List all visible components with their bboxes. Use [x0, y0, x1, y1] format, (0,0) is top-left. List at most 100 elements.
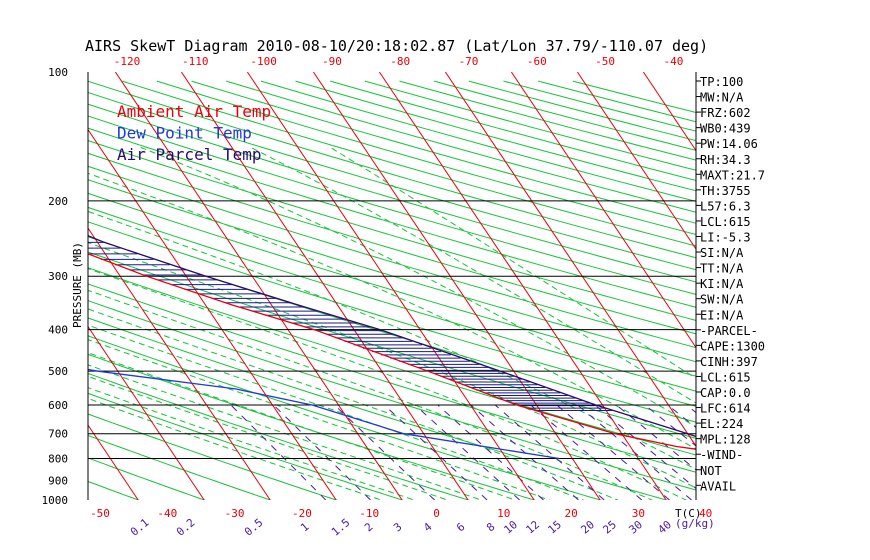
moist-adiabat-line: [250, 146, 696, 404]
mixing-ratio-label: 3: [391, 520, 404, 534]
dry-adiabat-line: [88, 165, 696, 349]
isotherm-line: [378, 72, 667, 500]
air-parcel-temp-line: [88, 234, 696, 438]
isotherm-line: [88, 227, 271, 500]
temp-unit-label: T(C): [675, 507, 702, 520]
dry-adiabat-line: [88, 267, 696, 456]
index-value: WB0:439: [700, 122, 751, 136]
mixing-ratio-line: [644, 404, 696, 447]
isotherm-line: [180, 72, 469, 500]
mixing-ratio-line: [437, 404, 544, 500]
pressure-tick-label: 400: [48, 324, 68, 337]
index-value: MPL:128: [700, 433, 751, 447]
pressure-tick-label: 500: [48, 365, 68, 378]
index-value: SW:N/A: [700, 293, 744, 307]
pressure-tick-label: 100: [48, 66, 68, 79]
bottom-temp-tick-label: -20: [292, 507, 312, 520]
dry-adiabat-line: [88, 152, 696, 335]
mixing-ratio-line: [273, 404, 371, 500]
top-temp-tick-label: -100: [250, 55, 277, 68]
mixing-ratio-label: 20: [578, 518, 597, 536]
bottom-temp-tick-label: -10: [359, 507, 379, 520]
mixing-ratio-label: 4: [421, 520, 435, 534]
index-value: TP:100: [700, 75, 743, 89]
legend-entry: Dew Point Temp: [117, 124, 252, 143]
mixing-ratio-label: 8: [484, 520, 497, 534]
mixing-ratio-label: 12: [523, 518, 542, 536]
index-value: MW:N/A: [700, 91, 744, 105]
dry-adiabat-line: [88, 317, 669, 500]
pressure-tick-label: 600: [48, 399, 68, 412]
isotherm-line: [88, 325, 205, 500]
isotherm-line: [510, 72, 696, 349]
y-axis-label: PRESSURE (MB): [71, 242, 84, 328]
dry-adiabat-line: [88, 140, 696, 321]
isotherm-line: [312, 72, 601, 500]
index-value: SI:N/A: [700, 246, 744, 260]
dry-adiabat-line: [88, 206, 696, 392]
dry-adiabat-line: [88, 457, 206, 500]
mixing-ratio-label: 30: [626, 518, 645, 536]
mixing-ratio-label: 40: [655, 518, 674, 536]
pressure-tick-label: 900: [48, 474, 68, 487]
index-value: KI:N/A: [700, 277, 744, 291]
index-value: CINH:397: [700, 355, 758, 369]
mixing-ratio-line: [530, 404, 643, 500]
dry-adiabat-line: [88, 392, 404, 500]
mixing-ratio-label: 6: [454, 520, 467, 534]
top-temp-tick-label: -90: [322, 55, 342, 68]
dry-adiabat-line: [88, 413, 338, 500]
mixing-ratio-line: [594, 404, 696, 490]
moist-adiabat-line: [88, 172, 696, 450]
dry-adiabat-line: [88, 434, 272, 500]
dry-adiabat-line: [88, 221, 696, 407]
isotherm-line: [444, 72, 696, 447]
mixing-ratio-line: [384, 404, 488, 500]
pressure-tick-label: 200: [48, 195, 68, 208]
mixing-ratio-label: 1: [298, 520, 311, 534]
index-value: AVAIL: [700, 479, 736, 493]
dry-adiabat-line: [364, 80, 696, 171]
pressure-tick-label: 300: [48, 270, 68, 283]
ambient-air-temp-line: [88, 253, 696, 450]
mixing-ratio-label: 10: [501, 518, 520, 536]
top-temp-tick-label: -60: [527, 55, 547, 68]
index-value: -WIND-: [700, 448, 743, 462]
bottom-temp-tick-label: 0: [433, 507, 440, 520]
mixing-ratio-line: [556, 404, 670, 500]
dry-adiabat-line: [0, 81, 29, 509]
dry-adiabat-line: [88, 192, 696, 377]
legend-entry: Ambient Air Temp: [117, 102, 271, 121]
mixing-ratio-label: 0.5: [242, 516, 266, 539]
top-temp-tick-label: -120: [114, 55, 141, 68]
index-value: EL:224: [700, 417, 743, 431]
dry-adiabat-line: [88, 103, 696, 283]
dry-adiabat-line: [88, 372, 470, 500]
index-value: CAPE:1300: [700, 339, 765, 353]
index-value: L57:6.3: [700, 199, 751, 213]
moist-adiabat-line: [88, 324, 585, 500]
bottom-temp-tick-label: 30: [632, 507, 645, 520]
isotherm-line: [246, 72, 535, 500]
index-value: RH:34.3: [700, 153, 751, 167]
mixing-ratio-label: 1.5: [329, 516, 353, 539]
top-temp-tick-label: -50: [595, 55, 615, 68]
mixing-ratio-line: [616, 404, 696, 471]
dry-adiabat-line: [226, 80, 696, 213]
moist-adiabat-line: [88, 242, 696, 489]
moist-adiabat-line: [330, 146, 696, 379]
mixing-ratio-label: 25: [600, 518, 619, 536]
pressure-tick-label: 700: [48, 428, 68, 441]
dry-adiabat-line: [260, 80, 696, 202]
isotherm-line: [88, 424, 139, 500]
bottom-temp-tick-label: -40: [157, 507, 177, 520]
index-value: PW:14.06: [700, 137, 758, 151]
pressure-tick-label: 1000: [42, 494, 69, 507]
mixing-ratio-line: [334, 404, 435, 500]
index-value: MAXT:21.7: [700, 168, 765, 182]
bottom-temp-tick-label: 40: [699, 507, 712, 520]
isotherm-line: [576, 72, 696, 250]
mixing-ratio-label: 0.1: [128, 516, 152, 539]
moist-adiabat-line: [88, 289, 654, 500]
mixing-ratio-line: [494, 404, 605, 500]
